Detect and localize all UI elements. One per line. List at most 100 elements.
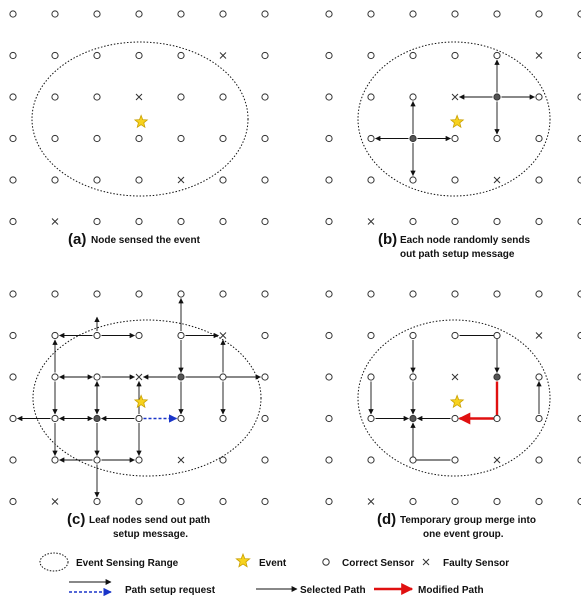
correct-sensor-icon xyxy=(409,93,417,101)
correct-sensor-icon xyxy=(325,414,333,423)
correct-sensor-icon xyxy=(261,456,269,464)
correct-sensor-icon xyxy=(51,51,59,60)
initiator-sensor-icon xyxy=(177,373,185,381)
correct-sensor-icon xyxy=(577,10,581,18)
correct-sensor-icon xyxy=(493,290,501,298)
correct-sensor-icon xyxy=(367,51,375,60)
correct-sensor-icon xyxy=(577,456,581,464)
correct-sensor-icon xyxy=(177,134,185,143)
correct-sensor-icon xyxy=(177,93,185,101)
correct-sensor-icon xyxy=(325,217,333,226)
event-star-icon xyxy=(449,394,465,409)
event-sensing-range-ellipse xyxy=(32,319,262,477)
faulty-sensor-cross-icon xyxy=(177,176,185,184)
correct-sensor-icon xyxy=(135,331,143,340)
correct-sensor-icon xyxy=(93,497,101,506)
correct-sensor-icon xyxy=(9,93,17,101)
correct-sensor-icon xyxy=(367,290,375,298)
correct-sensor-icon xyxy=(493,10,501,18)
correct-sensor-icon xyxy=(93,51,101,60)
correct-sensor-icon xyxy=(577,290,581,298)
correct-sensor-icon xyxy=(93,10,101,18)
caption-a: (a) Node sensed the event xyxy=(68,231,201,248)
event-sensing-range-ellipse xyxy=(31,41,249,197)
correct-sensor-icon xyxy=(9,134,17,143)
correct-sensor-icon xyxy=(9,373,17,381)
correct-sensor-icon xyxy=(367,134,375,143)
correct-sensor-icon xyxy=(93,176,101,184)
caption-d-line-1: Temporary group merge into xyxy=(400,515,536,526)
correct-sensor-icon xyxy=(367,10,375,18)
correct-sensor-icon xyxy=(261,497,269,506)
correct-sensor-icon xyxy=(9,10,17,18)
correct-sensor-icon xyxy=(135,134,143,143)
correct-sensor-icon xyxy=(93,290,101,298)
faulty-sensor-cross-icon xyxy=(535,332,543,339)
correct-sensor-icon xyxy=(535,217,543,226)
caption-c-line-1: Leaf nodes send out path xyxy=(89,515,210,526)
legend-modified-path: Modified Path xyxy=(374,583,484,596)
correct-sensor-icon xyxy=(325,10,333,18)
event-sensing-range-ellipse xyxy=(357,319,551,477)
legend-correct-sensor-label: Correct Sensor xyxy=(342,558,414,569)
event-sensing-range-ellipse xyxy=(357,41,551,197)
legend-sensing-range-label: Event Sensing Range xyxy=(76,558,179,569)
legend: Event Sensing Range Event Correct Sensor… xyxy=(39,552,509,597)
correct-sensor-icon xyxy=(51,10,59,18)
correct-sensor-icon xyxy=(219,217,227,226)
correct-sensor-icon xyxy=(261,134,269,143)
correct-sensor-icon xyxy=(409,176,417,184)
legend-faulty-sensor: Faulty Sensor xyxy=(422,558,509,569)
correct-sensor-icon xyxy=(51,456,59,464)
panel-a xyxy=(9,10,269,226)
initiator-sensor-icon xyxy=(409,134,417,143)
faulty-sensor-cross-icon xyxy=(367,498,375,505)
correct-sensor-icon xyxy=(325,51,333,60)
correct-sensor-icon xyxy=(577,51,581,60)
correct-sensor-icon xyxy=(9,217,17,226)
correct-sensor-icon xyxy=(409,456,417,464)
correct-sensor-icon xyxy=(135,497,143,506)
correct-sensor-icon xyxy=(135,217,143,226)
correct-sensor-icon xyxy=(325,93,333,101)
legend-event-label: Event xyxy=(259,558,287,569)
faulty-sensor-cross-icon xyxy=(51,218,59,225)
correct-sensor-icon xyxy=(93,93,101,101)
correct-sensor-icon xyxy=(51,176,59,184)
correct-sensor-icon xyxy=(409,51,417,60)
caption-a-line-1: Node sensed the event xyxy=(91,235,201,246)
correct-sensor-icon xyxy=(577,176,581,184)
correct-sensor-icon xyxy=(409,10,417,18)
star-icon xyxy=(235,552,251,568)
faulty-sensor-cross-icon xyxy=(451,93,459,101)
correct-sensor-icon xyxy=(577,134,581,143)
correct-sensor-icon xyxy=(9,497,17,506)
correct-sensor-icon xyxy=(535,93,543,101)
correct-sensor-icon xyxy=(135,456,143,464)
correct-sensor-icon xyxy=(409,497,417,506)
correct-sensor-icon xyxy=(451,456,459,464)
correct-sensor-icon xyxy=(135,290,143,298)
correct-sensor-icon xyxy=(219,456,227,464)
caption-b: (b) Each node randomly sends out path se… xyxy=(378,231,530,260)
correct-sensor-icon xyxy=(219,497,227,506)
correct-sensor-icon xyxy=(451,217,459,226)
correct-sensor-icon xyxy=(409,331,417,340)
correct-sensor-icon xyxy=(219,93,227,101)
panel-d xyxy=(325,290,581,506)
correct-sensor-icon xyxy=(535,414,543,423)
initiator-sensor-icon xyxy=(93,414,101,423)
correct-sensor-icon xyxy=(535,10,543,18)
correct-sensor-icon xyxy=(177,10,185,18)
caption-d: (d) Temporary group merge into one event… xyxy=(377,511,536,540)
correct-sensor-icon xyxy=(9,51,17,60)
correct-sensor-icon xyxy=(219,134,227,143)
correct-sensor-icon xyxy=(261,217,269,226)
correct-sensor-icon xyxy=(51,414,59,423)
caption-a-letter: (a) xyxy=(68,231,86,248)
correct-sensor-icon xyxy=(219,176,227,184)
faulty-sensor-cross-icon xyxy=(177,456,185,464)
correct-sensor-icon xyxy=(493,217,501,226)
correct-sensor-icon xyxy=(325,176,333,184)
correct-sensor-icon xyxy=(325,134,333,143)
